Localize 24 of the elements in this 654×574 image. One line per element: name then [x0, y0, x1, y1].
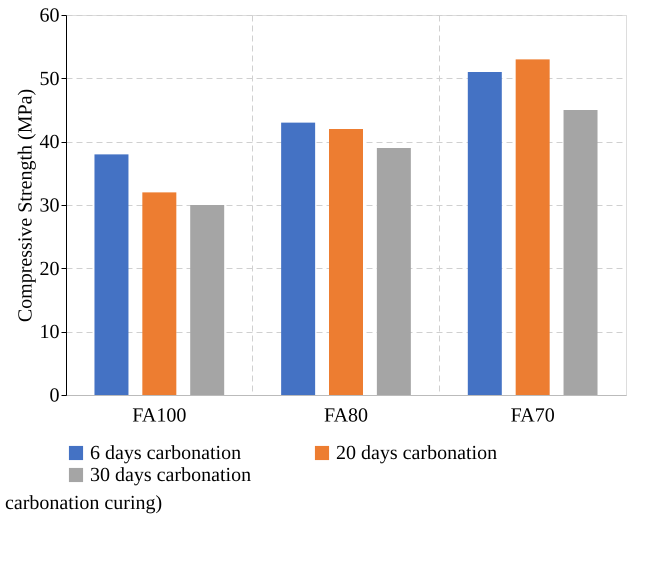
bar [142, 192, 176, 395]
x-tick-label: FA80 [324, 404, 368, 426]
legend-label: 6 days carbonation [90, 442, 242, 464]
bar [564, 110, 598, 395]
bar [190, 205, 224, 395]
legend-label: 20 days carbonation [336, 442, 498, 464]
y-tick-label: 20 [40, 258, 60, 280]
y-axis-title: Compressive Strength (MPa) [14, 88, 36, 322]
legend-label: 30 days carbonation [90, 464, 252, 486]
y-tick-label: 0 [50, 384, 60, 406]
x-tick-label: FA70 [510, 404, 555, 426]
bar [376, 148, 411, 395]
bar [516, 59, 550, 395]
y-tick-label: 30 [40, 194, 60, 216]
text: carbonation curing) [5, 492, 162, 514]
y-tick-label: 10 [40, 321, 60, 344]
bar [94, 154, 128, 395]
bar [329, 129, 363, 395]
y-tick-label: 40 [40, 131, 60, 154]
y-tick-label: 50 [40, 68, 60, 90]
x-tick-label: FA100 [132, 404, 186, 426]
y-tick-label: 60 [40, 4, 60, 26]
bar [281, 122, 316, 395]
bar [468, 72, 502, 395]
